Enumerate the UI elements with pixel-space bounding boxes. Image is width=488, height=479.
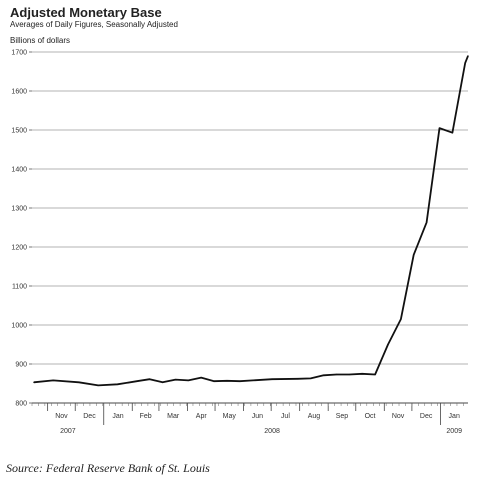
y-tick-label-1700: 1700	[11, 50, 27, 57]
data-point	[52, 379, 54, 381]
x-month-label: Mar	[167, 413, 180, 420]
data-point	[413, 254, 415, 256]
data-point	[33, 381, 35, 383]
data-point	[348, 373, 350, 376]
y-tick-label-1600: 1600	[11, 89, 27, 96]
x-month-label: Jun	[252, 413, 263, 420]
chart-subtitle: Averages of Daily Figures, Seasonally Ad…	[10, 20, 178, 29]
y-tick-label-1000: 1000	[11, 323, 27, 330]
data-point	[174, 379, 177, 381]
y-tick-labels: 800 900 1000 1100 1200 1300 1400 1500 1600 1700	[11, 50, 27, 408]
y-tick-label-1200: 1200	[11, 245, 27, 252]
x-month-label: Nov	[392, 413, 405, 420]
y-tick-label-1500: 1500	[11, 128, 27, 135]
series-lines	[33, 55, 469, 387]
data-point	[252, 379, 254, 381]
data-point	[361, 373, 363, 375]
data-point	[226, 380, 228, 382]
data-point	[451, 132, 453, 134]
x-month-label: Aug	[308, 413, 321, 420]
y-tick-label-1400: 1400	[11, 167, 27, 174]
data-point	[213, 380, 215, 382]
data-point	[97, 384, 99, 387]
data-point	[464, 62, 466, 64]
data-point	[297, 378, 299, 380]
data-point	[136, 380, 138, 382]
data-point	[162, 381, 164, 383]
gridlines	[29, 51, 468, 404]
data-point	[78, 381, 80, 383]
chart-title: Adjusted Monetary Base	[10, 5, 162, 20]
x-month-label: Sep	[336, 413, 349, 420]
x-month-label: Jan	[449, 413, 460, 420]
data-point	[322, 374, 325, 376]
data-point	[374, 373, 376, 376]
data-point	[149, 378, 151, 380]
x-month-label: Apr	[196, 413, 208, 420]
x-month-label: Oct	[365, 413, 376, 420]
x-year-label: 2007	[60, 428, 76, 435]
x-month-label: Nov	[55, 413, 68, 420]
y-axis-label: Billions of dollars	[10, 36, 71, 45]
data-point	[271, 378, 273, 380]
data-point	[239, 380, 241, 382]
x-month-label: Dec	[420, 413, 433, 420]
data-point	[387, 343, 389, 346]
x-month-label: Dec	[83, 413, 96, 420]
data-point	[187, 379, 189, 381]
data-point	[426, 221, 428, 224]
x-month-label: Jan	[112, 413, 123, 420]
chart-source: Source: Federal Reserve Bank of St. Loui…	[6, 461, 210, 475]
x-year-label: 2008	[264, 428, 280, 435]
x-year-label: 2009	[446, 428, 462, 435]
series-line-0	[33, 55, 469, 387]
data-point	[438, 127, 441, 129]
y-tick-label-900: 900	[15, 362, 27, 369]
data-point	[200, 377, 202, 379]
data-point	[116, 383, 119, 385]
data-point	[310, 377, 312, 380]
data-point	[335, 373, 338, 376]
y-tick-label-1100: 1100	[12, 284, 27, 291]
y-tick-label-1300: 1300	[11, 206, 27, 213]
x-month-label: May	[223, 413, 237, 420]
x-axis: Nov Dec Jan Feb Mar Apr May Jun Jul Aug Sep Oct Nov D…	[31, 402, 468, 435]
x-month-label: Feb	[140, 413, 152, 420]
y-tick-label-800: 800	[15, 401, 27, 408]
data-point	[400, 318, 402, 320]
data-point	[467, 55, 469, 57]
x-month-label: Jul	[281, 413, 290, 420]
